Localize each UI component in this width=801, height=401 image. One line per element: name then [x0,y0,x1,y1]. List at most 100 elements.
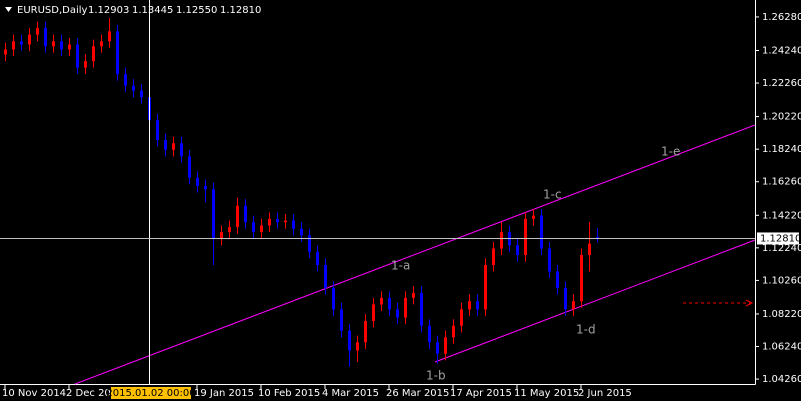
x-tick-label: 17 Apr 2015 [450,388,512,399]
y-tick-label: 1.18240 [762,144,801,155]
y-tick-label: 1.26280 [762,12,801,23]
channel-lower [434,239,756,363]
candle-body [44,28,47,47]
candle-body [580,255,583,302]
candle-body [276,218,279,223]
candle-body [348,330,351,351]
y-tick-label: 1.12240 [762,243,801,254]
candle-body [284,220,287,223]
candle-body [116,31,119,75]
crosshair-label-box [111,387,191,399]
candle-body [476,301,479,310]
candle-body [260,225,263,233]
channel-upper [74,124,756,385]
annotation: 1-e [661,145,680,159]
candle-body [372,304,375,321]
candle-body [220,232,223,239]
candle-body [268,218,271,226]
arrow-head [745,299,754,307]
candle-body [172,143,175,150]
candle-body [556,271,559,288]
candle-body [132,85,135,91]
candle-body [228,227,231,233]
candle-body [524,218,527,256]
candle-body [244,205,247,223]
candle-body [212,189,215,239]
crosshair-label: 2015.01.02 00:00 [106,388,195,399]
candle-body [484,264,487,310]
candle-body [516,245,519,256]
x-tick-label: 19 Jan 2015 [194,388,254,399]
header-close: 1.12810 [220,5,261,16]
candle-body [36,28,39,35]
candle-body [188,156,191,178]
candle-body [292,220,295,229]
candle-body [364,320,367,343]
candle-body [164,139,167,150]
y-tick-label: 1.14220 [762,210,801,221]
candle-body [28,34,31,45]
candle-body [420,292,423,326]
candle-body [252,222,255,233]
candle-body [76,44,79,68]
candle-body [124,74,127,86]
candle-body [156,120,159,140]
candle-body [412,292,415,298]
candle-body [356,342,359,351]
candle-body [500,232,503,249]
menu-triangle[interactable] [5,7,12,12]
candle-body [332,287,335,310]
y-tick-label: 1.08220 [762,309,801,320]
candle-body [340,309,343,331]
candle-body [564,287,567,310]
annotation: 1-c [543,188,562,202]
candle-body [380,297,383,305]
y-tick-label: 1.06240 [762,342,801,353]
candle-body [68,44,71,50]
candle-body [540,215,543,249]
y-tick-label: 1.04260 [762,374,801,385]
y-tick-label: 1.16260 [762,177,801,188]
candle-body [204,186,207,190]
candle-body [300,228,303,236]
symbol: EURUSD,Daily [17,5,88,16]
candle-body [588,243,591,256]
candle-body [396,309,399,318]
candle-body [388,297,391,310]
candle-body [140,90,143,98]
candle-body [492,248,495,265]
x-tick-label: 11 May 2015 [514,388,579,399]
x-tick-label: 26 Mar 2015 [386,388,449,399]
y-tick-label: 1.10260 [762,275,801,286]
candle-body [108,31,111,42]
x-tick-label: 10 Feb 2015 [258,388,320,399]
candle-body [52,41,55,47]
candle-body [468,301,471,310]
candle-body [20,41,23,45]
candle-body [308,235,311,252]
candle-body [404,297,407,318]
candle-body [428,325,431,343]
annotation: 1-d [576,323,596,337]
candle-body [4,49,7,55]
candle-body [92,46,95,62]
candle-body [324,264,327,288]
x-tick-label: 2 Jun 2015 [578,388,632,399]
y-tick-label: 1.22260 [762,78,801,89]
x-tick-label: 10 Nov 2014 [2,388,66,399]
y-tick-label: 1.24240 [762,45,801,56]
candle-body [180,143,183,157]
candle-body [452,325,455,338]
candle-body [444,337,447,354]
bid-label: 1.12810 [760,233,801,244]
candle-body [12,41,15,50]
header-low: 1.12550 [176,5,217,16]
candle-body [236,205,239,228]
annotation: 1-a [391,259,410,273]
candle-body [316,251,319,265]
candle-body [84,61,87,68]
candle-body [460,309,463,326]
y-tick-label: 1.20220 [762,112,801,123]
